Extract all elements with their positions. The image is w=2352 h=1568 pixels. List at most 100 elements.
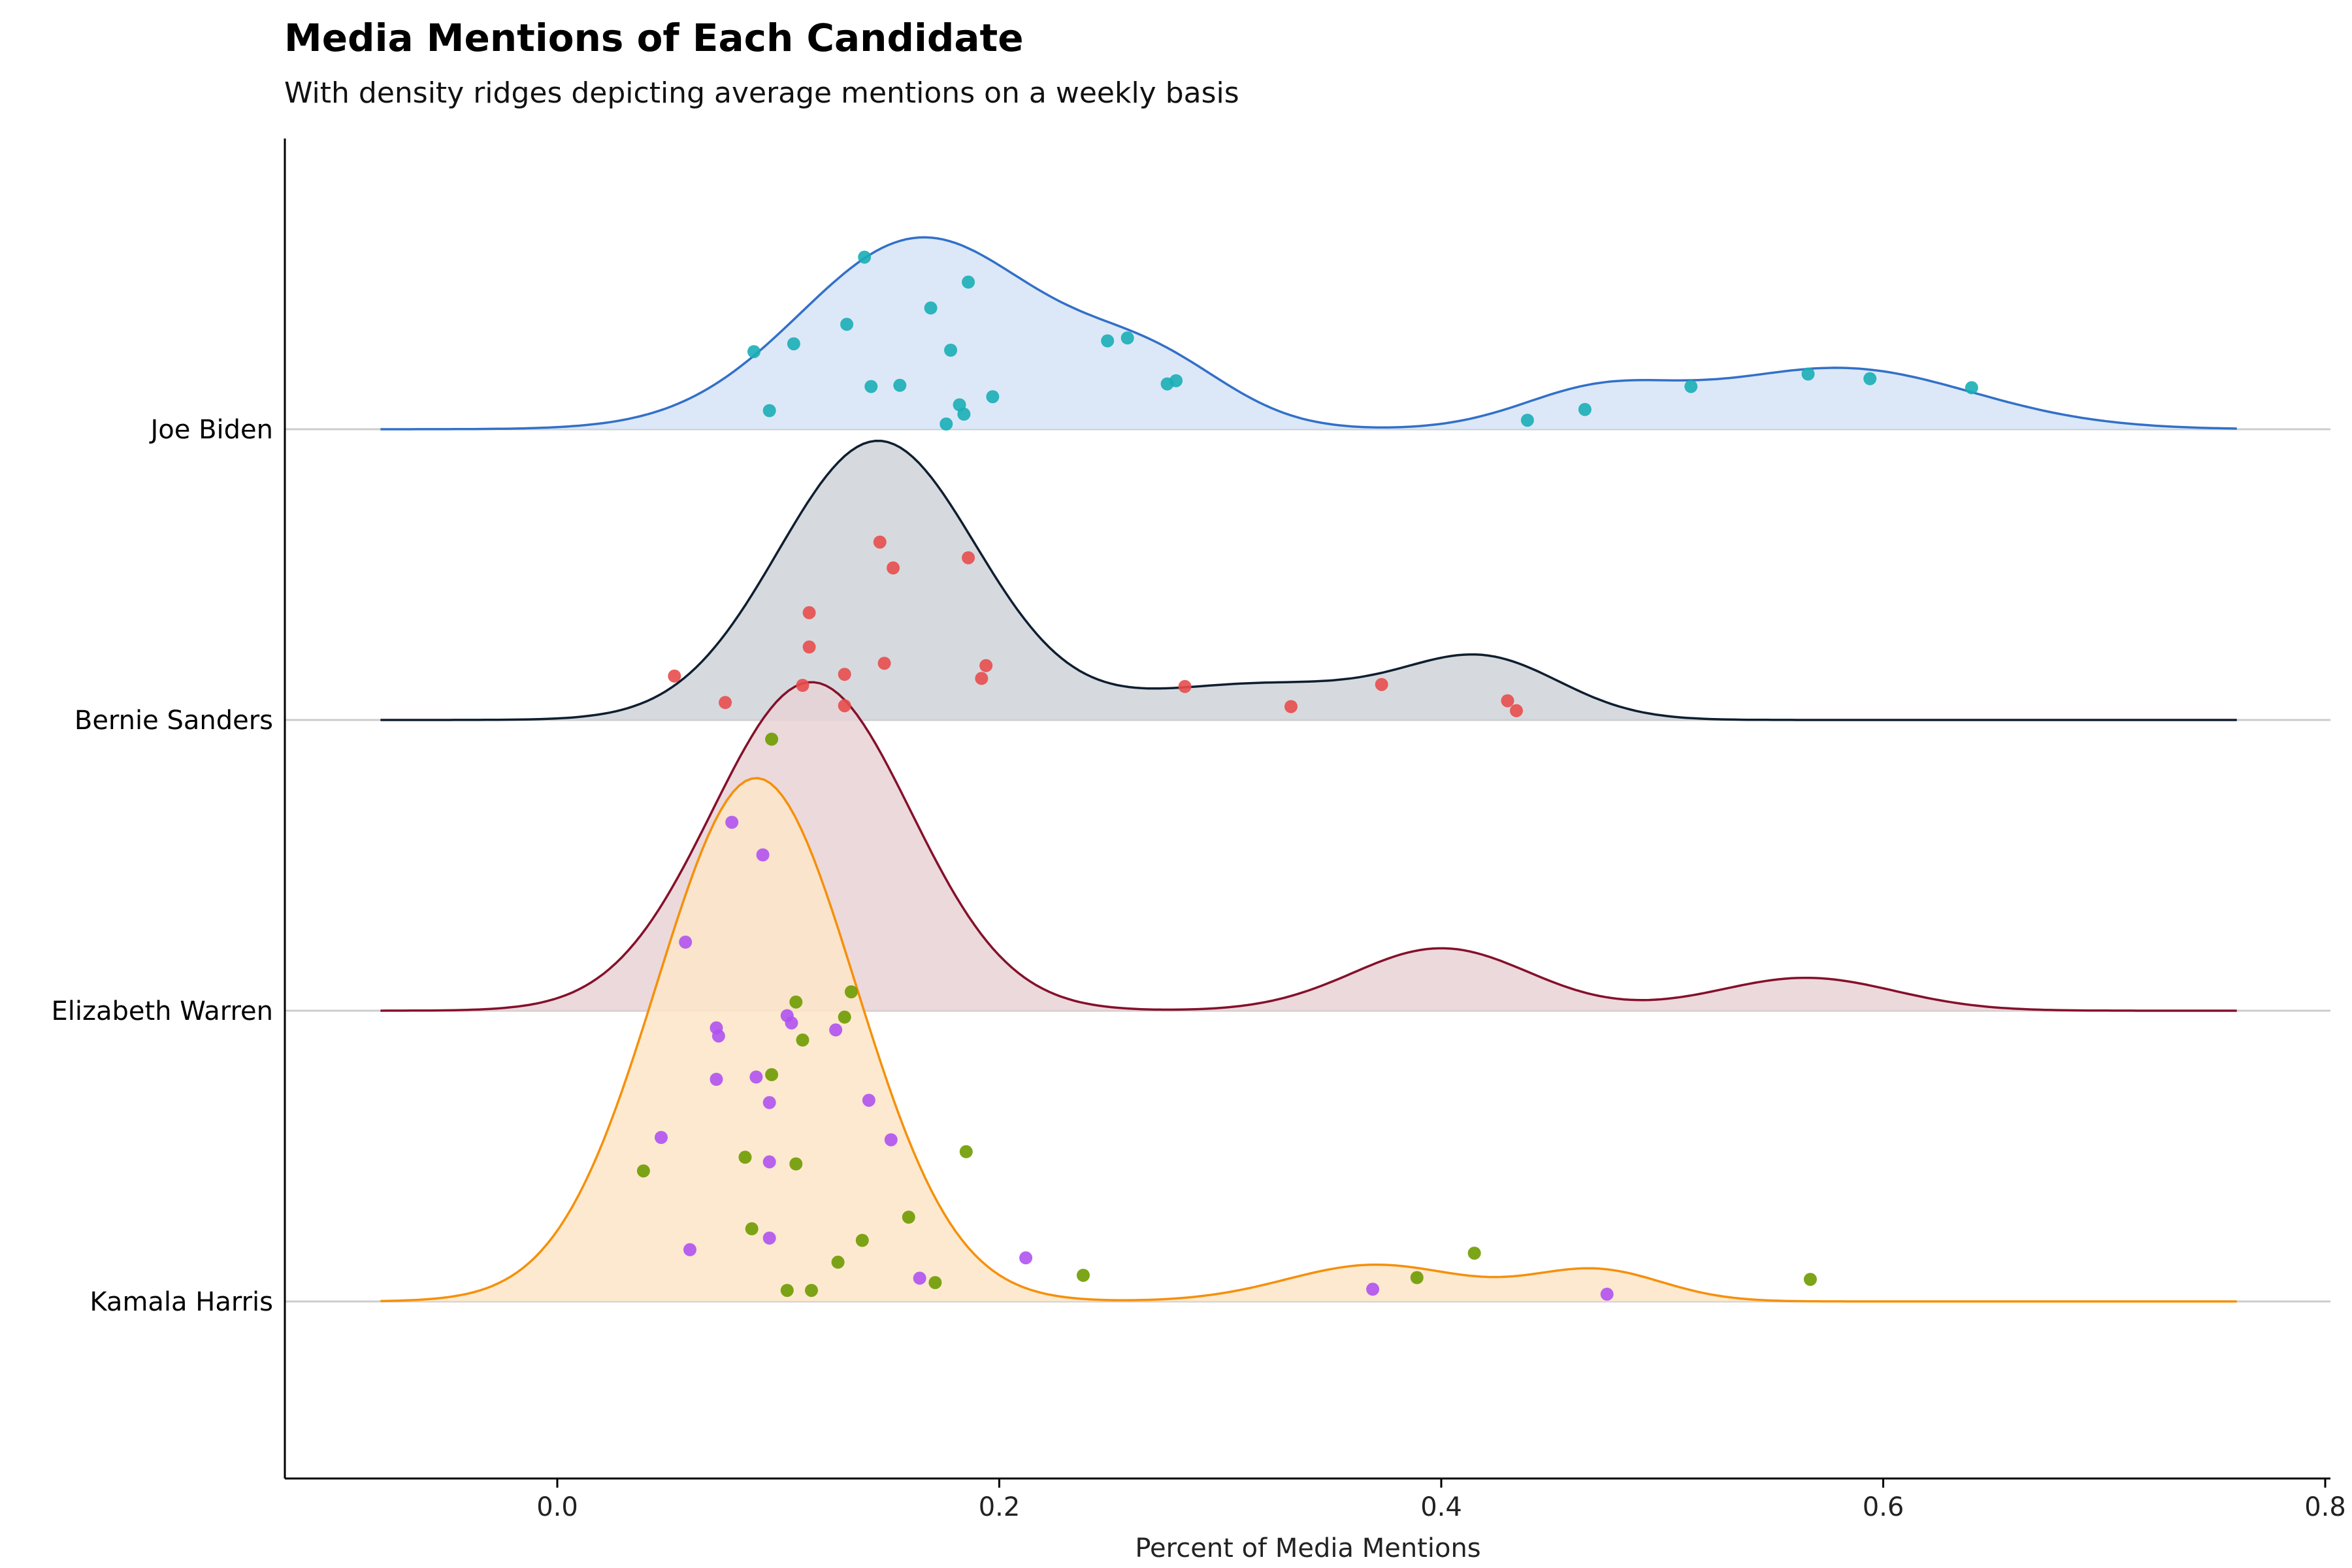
chart-title: Media Mentions of Each Candidate bbox=[284, 16, 1024, 60]
point-bernie-sanders bbox=[1178, 679, 1192, 693]
point-kamala-harris bbox=[862, 1094, 875, 1107]
point-kamala-harris bbox=[749, 1070, 763, 1084]
point-joe-biden bbox=[986, 390, 1000, 404]
point-kamala-harris bbox=[756, 848, 770, 862]
point-kamala-harris bbox=[1366, 1282, 1380, 1296]
point-elizabeth-warren bbox=[765, 732, 779, 746]
point-elizabeth-warren bbox=[838, 1010, 851, 1024]
point-bernie-sanders bbox=[719, 696, 732, 710]
point-elizabeth-warren bbox=[789, 1157, 803, 1171]
point-elizabeth-warren bbox=[1803, 1273, 1817, 1286]
point-bernie-sanders bbox=[1375, 678, 1388, 691]
point-elizabeth-warren bbox=[855, 1233, 869, 1247]
point-bernie-sanders bbox=[838, 668, 851, 681]
point-bernie-sanders bbox=[979, 659, 993, 672]
x-ticks: 0.0 0.2 0.4 0.6 0.8 bbox=[536, 1478, 2346, 1522]
point-joe-biden bbox=[962, 275, 975, 289]
point-kamala-harris bbox=[1600, 1287, 1614, 1301]
x-tick-label: 0.0 bbox=[536, 1492, 578, 1522]
point-bernie-sanders bbox=[887, 561, 900, 575]
point-kamala-harris bbox=[913, 1271, 926, 1285]
point-bernie-sanders bbox=[1284, 700, 1298, 713]
point-elizabeth-warren bbox=[1077, 1269, 1090, 1282]
point-joe-biden bbox=[840, 318, 854, 331]
point-kamala-harris bbox=[884, 1133, 898, 1147]
point-bernie-sanders bbox=[1501, 694, 1514, 708]
ridge-line-bernie-sanders bbox=[380, 440, 2237, 721]
point-joe-biden bbox=[939, 417, 953, 431]
point-joe-biden bbox=[1684, 380, 1698, 393]
point-kamala-harris bbox=[655, 1131, 668, 1144]
category-label-bernie-sanders: Bernie Sanders bbox=[74, 706, 273, 736]
point-kamala-harris bbox=[762, 1096, 776, 1109]
ridge-line-joe-biden bbox=[380, 236, 2237, 431]
point-joe-biden bbox=[924, 301, 938, 315]
point-joe-biden bbox=[864, 380, 878, 393]
point-joe-biden bbox=[957, 407, 971, 421]
point-joe-biden bbox=[1101, 334, 1115, 348]
point-bernie-sanders bbox=[668, 669, 681, 683]
ridge-line-kamala-harris bbox=[380, 777, 2237, 1303]
category-labels: Joe Biden Bernie Sanders Elizabeth Warren K… bbox=[51, 415, 273, 1317]
point-bernie-sanders bbox=[838, 699, 851, 713]
x-tick-label: 0.6 bbox=[1863, 1492, 1904, 1522]
point-joe-biden bbox=[1160, 377, 1174, 391]
point-elizabeth-warren bbox=[789, 995, 803, 1009]
point-elizabeth-warren bbox=[805, 1284, 818, 1298]
point-elizabeth-warren bbox=[902, 1211, 915, 1224]
point-joe-biden bbox=[1578, 402, 1592, 416]
point-elizabeth-warren bbox=[844, 985, 858, 999]
ridge-fill-kamala-harris bbox=[380, 778, 2237, 1301]
point-elizabeth-warren bbox=[928, 1276, 942, 1290]
ridge-fill-elizabeth-warren bbox=[380, 682, 2237, 1011]
point-bernie-sanders bbox=[802, 606, 816, 619]
point-kamala-harris bbox=[710, 1073, 723, 1086]
point-kamala-harris bbox=[762, 1155, 776, 1169]
point-joe-biden bbox=[1120, 331, 1134, 345]
point-elizabeth-warren bbox=[959, 1145, 973, 1158]
point-elizabeth-warren bbox=[1467, 1247, 1481, 1260]
category-label-joe-biden: Joe Biden bbox=[149, 415, 274, 445]
point-joe-biden bbox=[1863, 372, 1877, 385]
point-joe-biden bbox=[858, 250, 872, 264]
point-elizabeth-warren bbox=[765, 1068, 779, 1081]
point-bernie-sanders bbox=[975, 672, 988, 685]
x-tick-label: 0.4 bbox=[1420, 1492, 1462, 1522]
point-joe-biden bbox=[787, 337, 800, 351]
category-label-kamala-harris: Kamala Harris bbox=[90, 1287, 273, 1317]
point-bernie-sanders bbox=[1510, 704, 1523, 717]
point-elizabeth-warren bbox=[1410, 1271, 1424, 1284]
x-tick-label: 0.8 bbox=[2304, 1492, 2346, 1522]
point-joe-biden bbox=[893, 378, 907, 392]
x-axis-title: Percent of Media Mentions bbox=[1135, 1533, 1480, 1563]
point-kamala-harris bbox=[679, 936, 693, 949]
point-elizabeth-warren bbox=[738, 1151, 752, 1164]
point-kamala-harris bbox=[725, 815, 739, 829]
point-elizabeth-warren bbox=[745, 1222, 759, 1235]
point-elizabeth-warren bbox=[780, 1284, 794, 1298]
point-kamala-harris bbox=[1019, 1251, 1033, 1265]
ridges bbox=[380, 236, 2237, 1303]
chart-subtitle: With density ridges depicting average me… bbox=[284, 76, 1239, 110]
point-kamala-harris bbox=[829, 1023, 843, 1037]
point-kamala-harris bbox=[785, 1016, 798, 1030]
point-joe-biden bbox=[762, 404, 776, 417]
category-label-elizabeth-warren: Elizabeth Warren bbox=[51, 996, 273, 1026]
point-kamala-harris bbox=[762, 1232, 776, 1245]
x-tick-label: 0.2 bbox=[979, 1492, 1021, 1522]
point-joe-biden bbox=[1801, 367, 1815, 381]
point-elizabeth-warren bbox=[796, 1033, 809, 1047]
ridge-line-elizabeth-warren bbox=[380, 681, 2237, 1012]
point-bernie-sanders bbox=[796, 679, 809, 692]
point-bernie-sanders bbox=[962, 551, 975, 564]
point-elizabeth-warren bbox=[636, 1164, 650, 1178]
ridge-fill-joe-biden bbox=[380, 237, 2237, 429]
point-bernie-sanders bbox=[802, 640, 816, 654]
point-elizabeth-warren bbox=[831, 1255, 845, 1269]
points bbox=[636, 250, 1978, 1301]
point-bernie-sanders bbox=[873, 535, 887, 549]
point-kamala-harris bbox=[711, 1029, 725, 1043]
point-kamala-harris bbox=[683, 1243, 696, 1256]
point-joe-biden bbox=[944, 344, 958, 357]
